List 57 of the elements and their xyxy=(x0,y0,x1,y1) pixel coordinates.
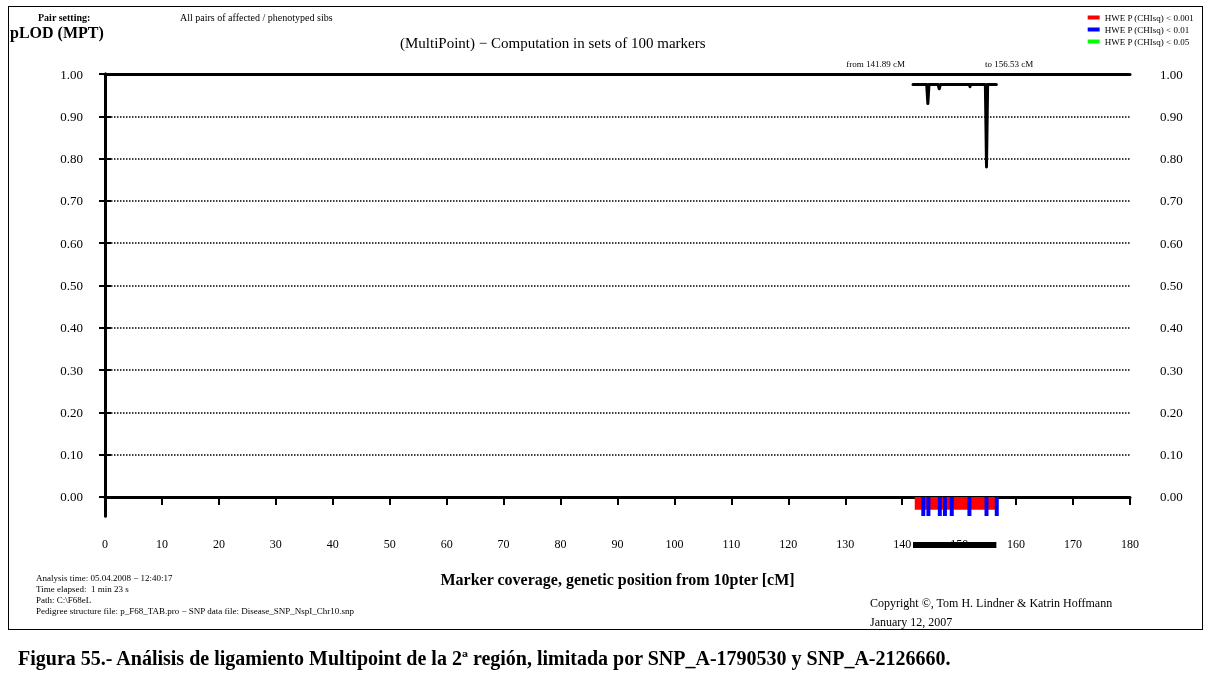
legend-label: HWE P (CHIsq) < 0.001 xyxy=(1104,12,1194,23)
x-tick-label: 80 xyxy=(554,537,567,551)
x-tick-label: 10 xyxy=(155,537,168,551)
y-tick-label: 1.00 xyxy=(60,66,83,82)
x-tick-label: 40 xyxy=(326,537,339,551)
y2-tick-label: 0.00 xyxy=(1160,489,1183,505)
text: from 141.89 cM xyxy=(846,58,906,69)
text: to 156.53 cM xyxy=(985,58,1034,69)
y-tick-label: 0.30 xyxy=(60,362,83,378)
y-tick-label: 0.70 xyxy=(60,193,83,209)
text: Pair setting: xyxy=(38,11,91,23)
x-tick-label: 130 xyxy=(836,537,855,551)
x-tick-label: 170 xyxy=(1064,537,1083,551)
y2-tick-label: 0.40 xyxy=(1160,320,1183,336)
y2-tick-label: 0.20 xyxy=(1160,404,1183,420)
y2-tick-label: 0.70 xyxy=(1160,193,1183,209)
text: Pedigree structure file: p_F68_TAB.pro − SNP data file: Disease_SNP_NspI_Chr10.snp xyxy=(36,605,355,616)
y2-tick-label: 0.80 xyxy=(1160,151,1183,167)
x-tick-label: 50 xyxy=(383,537,396,551)
x-axis-title: Marker coverage, genetic position from 10pter [cM] xyxy=(440,570,795,589)
x-tick-label: 60 xyxy=(440,537,453,551)
y-tick-label: 0.20 xyxy=(60,404,83,420)
x-tick-label: 110 xyxy=(722,537,741,551)
y2-tick-label: 0.10 xyxy=(1160,447,1183,463)
text: Figura 55.- Análisis de ligamiento Multipoint de la 2ª región, limitada por SNP_A-1790530 y SNP_A-2126660. xyxy=(18,647,951,670)
y2-tick-label: 1.00 xyxy=(1160,66,1183,82)
text: Path: C:\F68eL xyxy=(36,594,92,605)
x-tick-label: 20 xyxy=(212,537,225,551)
text: Analysis time: 05.04.2008 − 12:40:17 xyxy=(36,572,174,583)
x-tick-label: 70 xyxy=(497,537,510,551)
text: Copyright ©, Tom H. Lindner & Katrin Hoffmann xyxy=(870,596,1113,610)
x-tick-label: 120 xyxy=(779,537,798,551)
y2-tick-label: 0.50 xyxy=(1160,277,1183,293)
x-tick-label: 180 xyxy=(1121,537,1139,551)
y2-tick-label: 0.90 xyxy=(1160,108,1183,124)
legend-label: HWE P (CHIsq) < 0.05 xyxy=(1104,36,1190,47)
y-tick-label: 0.60 xyxy=(60,235,83,251)
y2-tick-label: 0.60 xyxy=(1160,235,1183,251)
y2-tick-label: 0.30 xyxy=(1160,362,1183,378)
y-tick-label: 0.80 xyxy=(60,151,83,167)
y-tick-label: 0.00 xyxy=(60,489,83,505)
x-tick-label: 140 xyxy=(893,537,912,551)
y-tick-label: 0.50 xyxy=(60,277,83,293)
x-tick-label: 160 xyxy=(1007,537,1026,551)
x-tick-label: 90 xyxy=(611,537,624,551)
chart-title: (MultiPoint) − Computation in sets of 100 markers xyxy=(400,34,706,52)
text: Time elapsed: 1 min 23 s xyxy=(36,583,130,594)
y-tick-label: 0.40 xyxy=(60,320,83,336)
y-tick-label: 0.10 xyxy=(60,447,83,463)
x-tick-label: 100 xyxy=(665,537,684,551)
y-axis-title: pLOD (MPT) xyxy=(10,23,104,42)
x-tick-label: 0 xyxy=(102,537,108,551)
text: January 12, 2007 xyxy=(870,615,953,629)
y-tick-label: 0.90 xyxy=(60,108,83,124)
text: All pairs of affected / phenotyped sibs xyxy=(180,11,333,23)
x-tick-label: 30 xyxy=(269,537,282,551)
legend-label: HWE P (CHIsq) < 0.01 xyxy=(1104,24,1190,35)
